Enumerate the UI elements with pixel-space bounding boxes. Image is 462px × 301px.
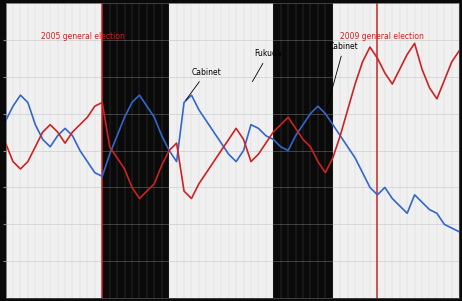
Text: 2005 general election: 2005 general election bbox=[41, 32, 125, 41]
Bar bbox=[6, 3, 102, 298]
Text: Cabinet: Cabinet bbox=[186, 68, 221, 100]
Text: 2009 general election: 2009 general election bbox=[340, 32, 424, 41]
Bar bbox=[333, 3, 459, 298]
Text: Cabinet: Cabinet bbox=[326, 42, 359, 111]
Bar bbox=[169, 3, 274, 298]
Text: Fukuda: Fukuda bbox=[252, 49, 282, 82]
